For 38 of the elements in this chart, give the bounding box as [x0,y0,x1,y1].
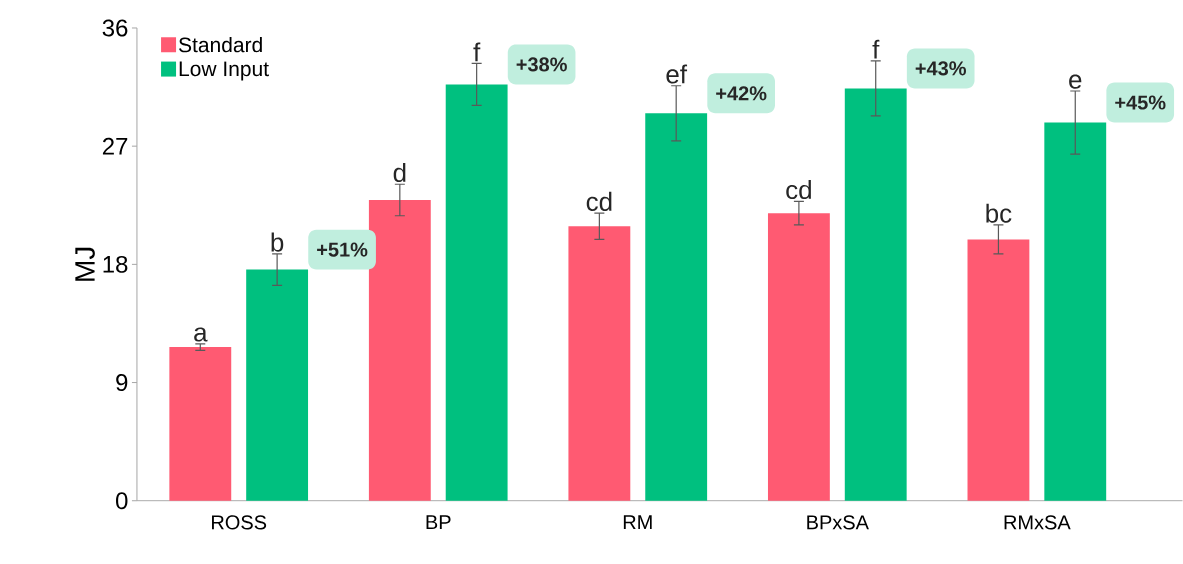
annotation: e [1069,74,1082,89]
bar [246,269,309,501]
bar [568,226,631,501]
x-tick-label: RM [623,515,652,530]
annotation: +45% [1115,95,1166,110]
bar [645,113,708,501]
annotation: ef [666,64,688,84]
annotation: +43% [915,61,966,76]
bar [368,200,431,501]
bar [169,347,232,501]
annotation: +51% [317,242,368,257]
x-tick-label: RMxSA [1004,515,1071,530]
y-tick-label: 9 [116,374,128,392]
annotation: b [271,232,284,252]
x-tick-label: ROSS [212,515,267,530]
y-tick-label: 18 [103,256,128,273]
y-tick-label: 27 [102,137,128,155]
bar [445,84,508,501]
x-tick-label: BP [426,515,451,530]
annotation: cd [786,180,811,200]
x-tick-label: BPxSA [807,515,869,530]
y-tick-label: 36 [102,19,128,37]
annotation: +42% [716,86,767,101]
legend-label: Low Input [179,61,269,81]
y-axis-title: MJ [75,247,95,281]
bar [844,88,907,501]
annotation: d [393,163,406,183]
legend-label: Standard [179,37,262,53]
bar [967,239,1030,501]
annotation: f [872,39,880,59]
annotation: +38% [516,57,567,72]
annotation: bc [986,203,1012,223]
bar [1044,122,1107,501]
annotation: a [194,327,208,342]
annotation: f [473,42,481,62]
bar [767,213,830,501]
y-tick-label: 0 [116,492,128,510]
annotation: cd [586,192,612,212]
